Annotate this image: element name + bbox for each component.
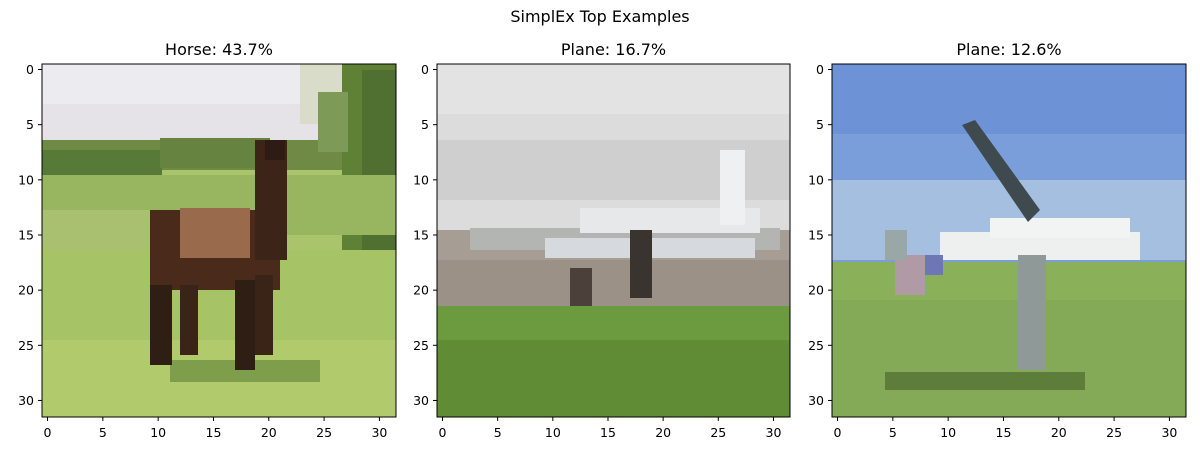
x-tick-marks: 0 5 10 15 20 25 30 [834, 417, 1177, 440]
y-tick-label: 0 [26, 62, 34, 77]
plane-2-image [832, 64, 1186, 417]
y-tick-label: 5 [816, 117, 824, 132]
x-tick-label: 30 [766, 425, 782, 440]
y-tick-label: 5 [26, 117, 34, 132]
x-tick-label: 5 [99, 425, 107, 440]
x-tick-label: 15 [996, 425, 1012, 440]
subplot-horse: Horse: 43.7% [0, 0, 397, 450]
y-tick-label: 25 [413, 338, 429, 353]
y-tick-label: 15 [18, 227, 34, 242]
y-tick-marks: 0 5 10 15 20 25 30 [18, 62, 42, 408]
y-tick-label: 30 [808, 393, 824, 408]
y-tick-label: 10 [18, 172, 34, 187]
y-tick-label: 20 [18, 283, 34, 298]
x-tick-label: 0 [44, 425, 52, 440]
x-tick-label: 10 [545, 425, 561, 440]
x-tick-label: 20 [655, 425, 671, 440]
y-tick-label: 15 [413, 227, 429, 242]
horse-image [42, 64, 396, 417]
x-tick-label: 25 [710, 425, 726, 440]
y-tick-label: 10 [808, 172, 824, 187]
y-tick-label: 0 [421, 62, 429, 77]
y-tick-marks: 0 5 10 15 20 25 30 [808, 62, 832, 408]
y-tick-label: 20 [413, 283, 429, 298]
x-tick-label: 25 [1106, 425, 1122, 440]
y-tick-label: 5 [421, 117, 429, 132]
x-tick-label: 0 [834, 425, 842, 440]
horse-image-axes: 0 5 10 15 20 25 30 0 5 10 15 20 25 30 [18, 62, 397, 440]
x-tick-marks: 0 5 10 15 20 25 30 [44, 417, 387, 440]
y-tick-label: 30 [413, 393, 429, 408]
y-tick-label: 30 [18, 393, 34, 408]
x-tick-label: 15 [600, 425, 616, 440]
subplot-plane-1: Plane: 16.7% 0 5 10 15 20 25 30 0 5 10 15 20 25 30 [0, 0, 791, 450]
subplot-title: Horse: 43.7% [165, 40, 273, 59]
x-tick-label: 10 [940, 425, 956, 440]
x-tick-label: 20 [261, 425, 277, 440]
figure-title: SimplEx Top Examples [510, 7, 690, 26]
y-tick-marks: 0 5 10 15 20 25 30 [413, 62, 437, 408]
subplot-title: Plane: 16.7% [560, 40, 667, 59]
x-tick-label: 25 [316, 425, 332, 440]
plane-1-image-axes: 0 5 10 15 20 25 30 0 5 10 15 20 25 30 [413, 62, 791, 440]
x-tick-label: 5 [494, 425, 502, 440]
x-tick-marks: 0 5 10 15 20 25 30 [439, 417, 782, 440]
x-tick-label: 10 [150, 425, 166, 440]
x-tick-label: 5 [889, 425, 897, 440]
y-tick-label: 15 [808, 227, 824, 242]
x-tick-label: 30 [1161, 425, 1177, 440]
plane-1-image [437, 64, 790, 417]
x-tick-label: 15 [206, 425, 222, 440]
y-tick-label: 10 [413, 172, 429, 187]
y-tick-label: 0 [816, 62, 824, 77]
x-tick-label: 0 [439, 425, 447, 440]
subplot-title: Plane: 12.6% [956, 40, 1062, 59]
x-tick-label: 30 [371, 425, 387, 440]
y-tick-label: 20 [808, 283, 824, 298]
x-tick-label: 20 [1051, 425, 1067, 440]
y-tick-label: 25 [808, 338, 824, 353]
y-tick-label: 25 [18, 338, 34, 353]
